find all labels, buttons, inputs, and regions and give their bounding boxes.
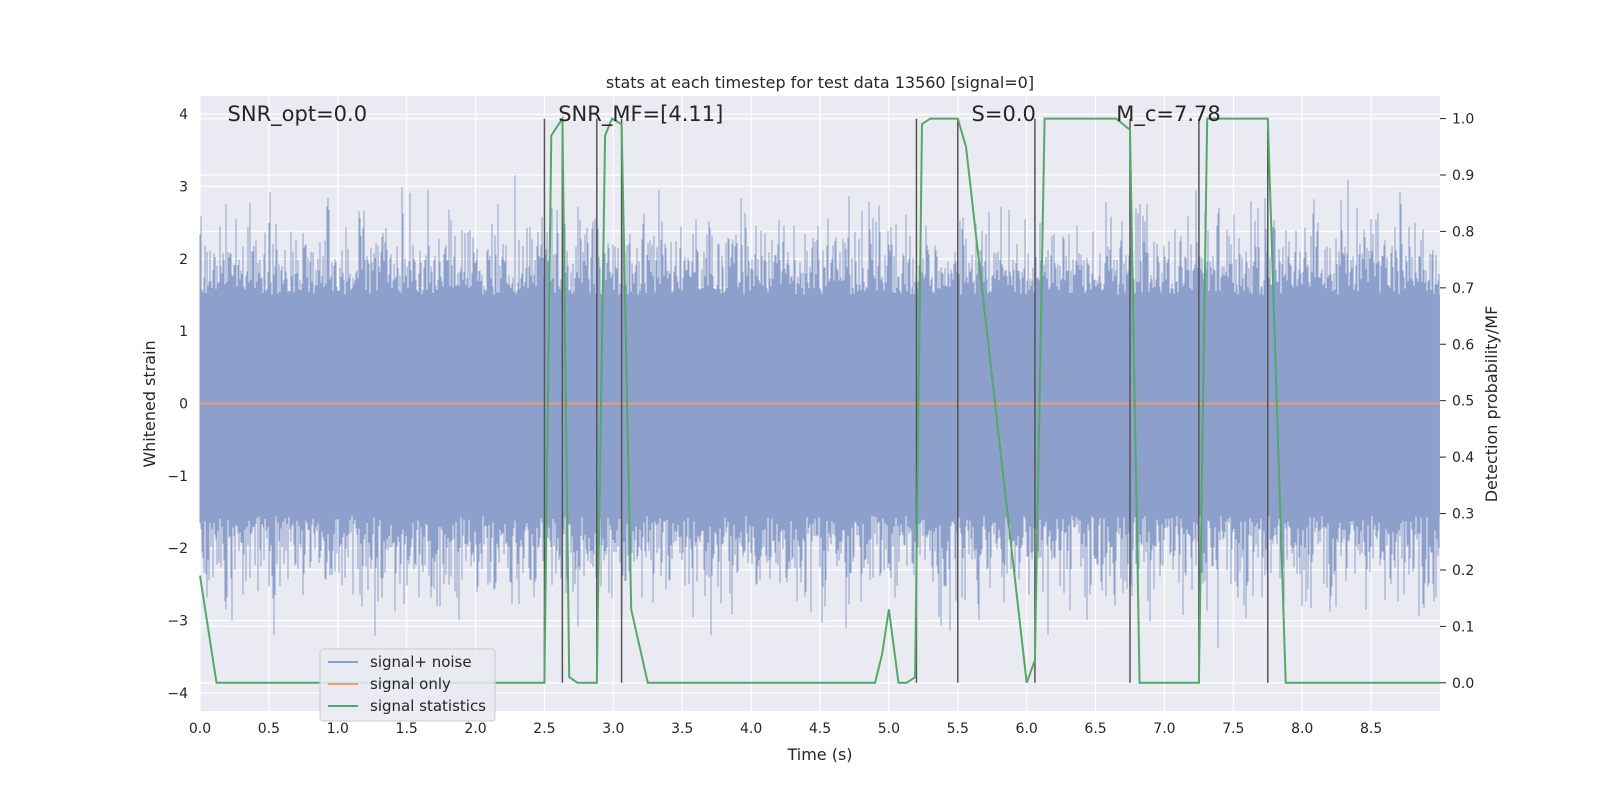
y-tick-label-left: 2 <box>179 252 188 268</box>
x-tick-label: 2.5 <box>533 721 555 737</box>
x-tick-label: 4.0 <box>740 721 762 737</box>
x-tick-label: 7.0 <box>1153 721 1175 737</box>
legend-box <box>319 648 496 722</box>
y-tick-label-right: 0.3 <box>1452 507 1474 523</box>
y-tick-label-right: 0.8 <box>1452 224 1474 240</box>
y-tick-label-right: 0.5 <box>1452 394 1474 410</box>
y-tick-label-right: 0.4 <box>1452 450 1474 466</box>
annotation: M_c=7.78 <box>1116 102 1221 127</box>
y-tick-label-right: 0.9 <box>1452 168 1474 184</box>
annotation: SNR_opt=0.0 <box>228 102 368 127</box>
x-tick-label: 8.5 <box>1360 721 1382 737</box>
x-tick-label: 0.0 <box>189 721 211 737</box>
legend-label-noise: signal+ noise <box>370 653 472 671</box>
axis-ticks: 0.0 0.5 1.0 1.5 2.0 2.5 3.0 3.5 4.0 4.5 5.0 5.5 6.0 6… <box>167 107 1474 737</box>
x-tick-label: 5.5 <box>947 721 969 737</box>
legend-label-stats: signal statistics <box>370 697 486 715</box>
x-tick-label: 6.5 <box>1084 721 1106 737</box>
x-tick-label: 1.5 <box>396 721 418 737</box>
legend: signal+ noise signal only signal statist… <box>319 648 496 722</box>
x-tick-label: 6.0 <box>1016 721 1038 737</box>
signal-statistics-line <box>199 115 1440 684</box>
y-tick-label-left: −4 <box>167 686 188 702</box>
x-tick-label: 4.5 <box>809 721 831 737</box>
y-tick-label-left: 0 <box>179 397 188 413</box>
y-tick-label-left: 1 <box>179 324 188 340</box>
y-tick-label-left: −1 <box>167 469 188 485</box>
x-tick-label: 2.0 <box>464 721 486 737</box>
annotation: SNR_MF=[4.11] <box>558 102 723 127</box>
y-tick-label-right: 0.0 <box>1452 676 1474 692</box>
y-tick-label-right: 0.6 <box>1452 337 1474 353</box>
x-tick-label: 8.0 <box>1291 721 1313 737</box>
legend-label-signal: signal only <box>370 675 451 693</box>
y-tick-label-right: 0.1 <box>1452 619 1474 635</box>
x-tick-label: 3.0 <box>602 721 624 737</box>
y-tick-label-right: 1.0 <box>1452 112 1474 128</box>
series-signal-noise <box>199 175 1440 649</box>
chart-title: stats at each timestep for test data 135… <box>606 73 1034 92</box>
x-tick-label: 7.5 <box>1222 721 1244 737</box>
annotation: S=0.0 <box>972 102 1036 126</box>
x-tick-label: 1.0 <box>327 721 349 737</box>
y-axis-label-left: Whitened strain <box>140 340 159 467</box>
x-axis-label: Time (s) <box>786 745 852 764</box>
x-tick-label: 3.5 <box>671 721 693 737</box>
y-tick-label-right: 0.7 <box>1452 281 1474 297</box>
x-tick-label: 0.5 <box>258 721 280 737</box>
annotations: SNR_opt=0.0 SNR_MF=[4.11] S=0.0 M_c=7.78 <box>228 102 1221 127</box>
y-tick-label-left: −2 <box>167 541 188 557</box>
y-tick-label-left: 3 <box>179 179 188 195</box>
y-tick-label-left: 4 <box>179 107 188 123</box>
x-tick-label: 5.0 <box>878 721 900 737</box>
vertical-markers <box>543 118 1269 683</box>
series-signal-statistics <box>199 115 1440 684</box>
y-tick-label-left: −3 <box>167 614 188 630</box>
y-tick-label-right: 0.2 <box>1452 563 1474 579</box>
noise-spikes <box>199 175 1440 649</box>
y-axis-label-right: Detection probability/MF <box>1482 306 1501 503</box>
